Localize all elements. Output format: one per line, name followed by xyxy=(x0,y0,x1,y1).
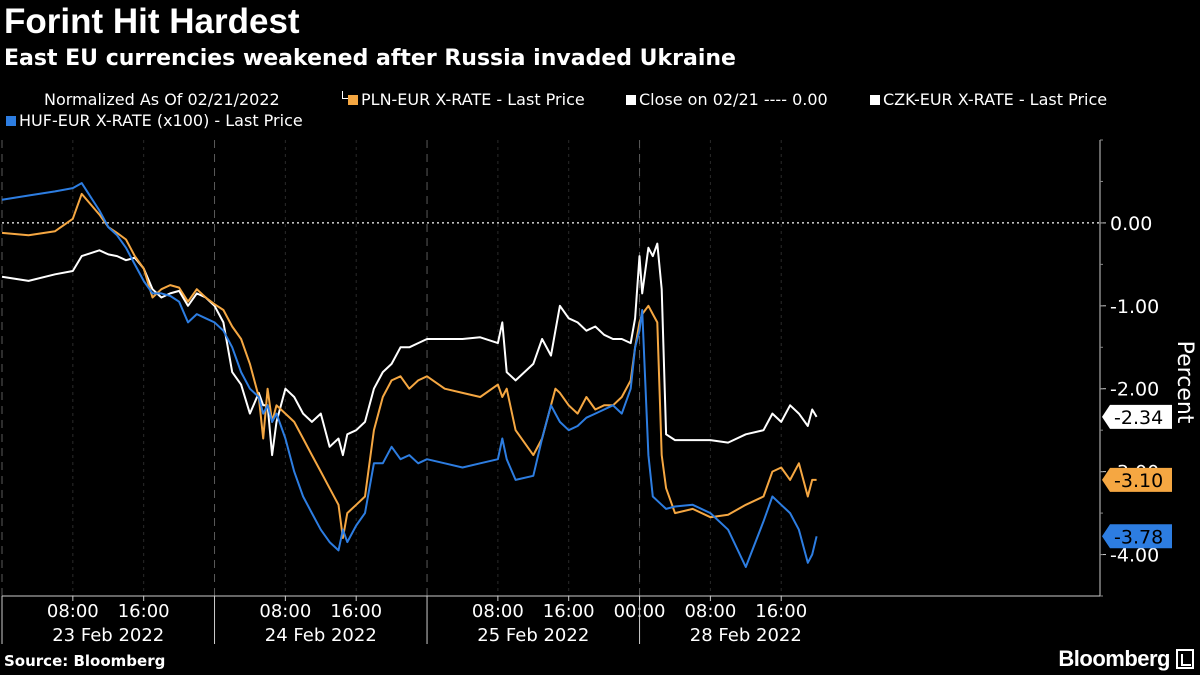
last-value-tag-label-1: -3.10 xyxy=(1114,470,1163,492)
x-tick-label-1: 16:00 xyxy=(118,601,170,622)
legend-item-close[interactable]: Close on 02/21 ---- 0.00 xyxy=(626,90,828,110)
legend-label-huf: HUF-EUR X-RATE (x100) - Last Price xyxy=(19,111,303,130)
legend-swatch-pln-icon xyxy=(348,95,358,105)
day-label-1: 24 Feb 2022 xyxy=(265,625,377,646)
day-label-2: 25 Feb 2022 xyxy=(477,625,589,646)
last-value-tag-bg-0 xyxy=(1102,404,1172,429)
legend-swatch-czk-icon xyxy=(870,95,880,105)
last-value-tag-bg-2 xyxy=(1102,524,1172,549)
x-tick-label-8: 16:00 xyxy=(755,601,807,622)
legend-label-pln: PLN-EUR X-RATE - Last Price xyxy=(361,90,585,109)
x-tick-label-7: 08:00 xyxy=(684,601,736,622)
day-label-3: 28 Feb 2022 xyxy=(690,625,802,646)
day-label-0: 23 Feb 2022 xyxy=(52,625,164,646)
chart-title: Forint Hit Hardest xyxy=(4,2,300,41)
legend-swatch-huf-icon xyxy=(6,116,16,126)
x-tick-label-5: 16:00 xyxy=(543,601,595,622)
x-tick-label-3: 16:00 xyxy=(330,601,382,622)
legend-item-pln[interactable]: PLN-EUR X-RATE - Last Price xyxy=(342,90,585,110)
chart-subtitle: East EU currencies weakened after Russia… xyxy=(4,46,736,71)
series-line-1 xyxy=(1,192,817,539)
grid-layer xyxy=(1,140,1100,596)
legend-label-close: Close on 02/21 ---- 0.00 xyxy=(639,90,828,109)
bloomberg-mark-icon xyxy=(1176,649,1194,669)
legend-swatch-close-icon xyxy=(626,95,636,105)
last-value-tag-label-2: -3.78 xyxy=(1114,526,1163,548)
last-value-tag-label-0: -2.34 xyxy=(1114,407,1163,429)
y-tick-label-4: -4.00 xyxy=(1110,545,1159,567)
x-tick-label-2: 08:00 xyxy=(259,601,311,622)
legend-stub-icon xyxy=(342,91,348,99)
x-tick-label-4: 08:00 xyxy=(472,601,524,622)
x-tick-label-0: 08:00 xyxy=(47,601,99,622)
series-layer xyxy=(1,182,818,568)
axis-layer: 0.00-1.00-2.00-3.00-4.00Percent08:0016:0… xyxy=(1,139,1197,646)
y-axis-title: Percent xyxy=(1172,341,1197,424)
legend-item-huf[interactable]: HUF-EUR X-RATE (x100) - Last Price xyxy=(6,111,303,131)
y-tick-label-2: -2.00 xyxy=(1110,379,1159,401)
legend-item-czk[interactable]: CZK-EUR X-RATE - Last Price xyxy=(870,90,1107,110)
y-tick-label-0: 0.00 xyxy=(1110,213,1152,235)
legend-note: Normalized As Of 02/21/2022 xyxy=(44,90,280,109)
tag-layer: -2.34 -3.10 -3.78 xyxy=(1102,404,1172,549)
brand-logo: Bloomberg xyxy=(1058,646,1170,671)
last-value-tag-bg-1 xyxy=(1102,467,1172,492)
y-tick-label-1: -1.00 xyxy=(1110,296,1159,318)
series-line-2 xyxy=(1,182,818,568)
source-note: Source: Bloomberg xyxy=(4,652,166,670)
series-line-0 xyxy=(1,242,818,457)
legend-label-czk: CZK-EUR X-RATE - Last Price xyxy=(883,90,1108,109)
